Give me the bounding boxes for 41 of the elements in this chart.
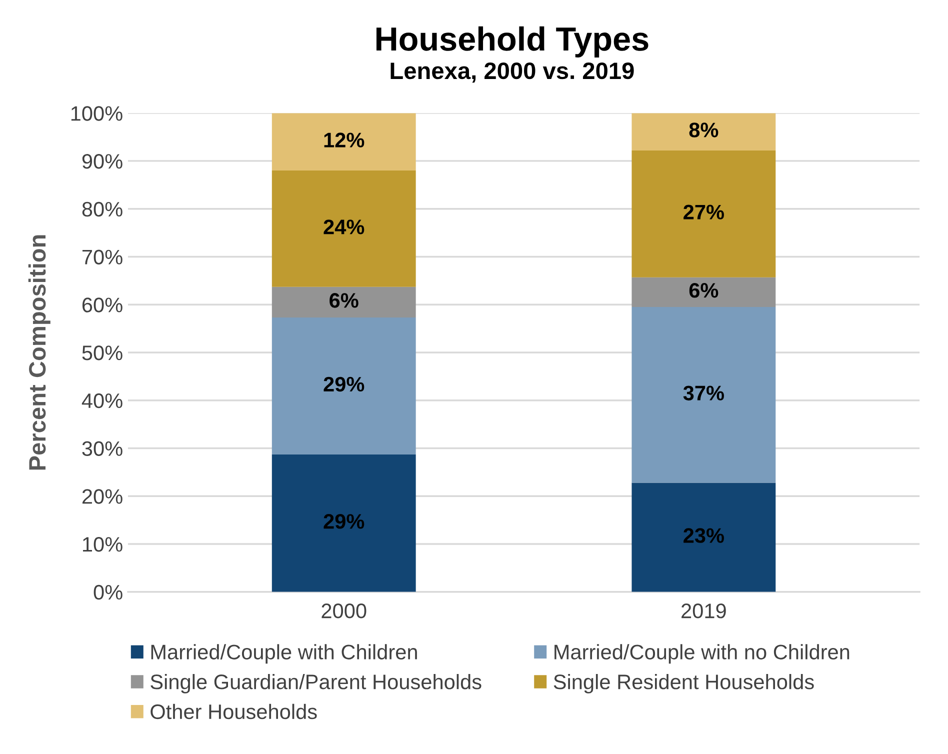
bar [272,170,416,287]
data-label: 23% [684,528,724,543]
y-tick-label: 30% [82,441,122,456]
bar [632,482,776,592]
legend-label: Married/Couple with Children [151,644,417,664]
bar [632,113,776,150]
y-tick-label: 70% [82,250,122,264]
y-tick-label: 10% [83,537,122,552]
legend-label: Single Resident Households [554,674,814,694]
data-label: 6% [330,293,358,308]
bar [632,307,776,483]
data-label: 24% [324,220,364,234]
y-tick-label: 20% [82,489,122,504]
bar [272,318,416,454]
x-tick-label: 2000 [322,604,366,618]
y-tick-label: 50% [82,345,122,360]
y-tick-label: 100% [71,106,122,121]
y-tick-label: 40% [82,393,122,408]
legend-label: Married/Couple with no Children [554,644,850,664]
bar [272,286,416,318]
legend-label: Other Households [150,704,317,720]
y-tick-label: 60% [82,298,122,312]
y-tick-label: 0% [94,584,122,600]
y-axis-title: Percent Composition [28,235,50,470]
bar [632,150,776,278]
data-label: 6% [689,283,718,298]
data-label: 37% [683,386,724,400]
data-label: 12% [324,132,364,148]
legend-label: Single Guardian/Parent Households [150,674,482,694]
y-tick-label: 90% [82,154,122,169]
bar [272,454,416,592]
data-label: 27% [684,204,724,220]
x-tick-label: 2019 [682,604,726,618]
bar [272,113,416,171]
chart-subtitle: Lenexa, 2000 vs. 2019 [390,62,634,83]
data-label: 8% [689,122,718,138]
y-tick-label: 80% [82,202,122,217]
data-label: 29% [324,376,364,392]
data-label: 29% [324,514,364,529]
bar [632,277,776,308]
chart-title: Household Types [376,26,648,58]
